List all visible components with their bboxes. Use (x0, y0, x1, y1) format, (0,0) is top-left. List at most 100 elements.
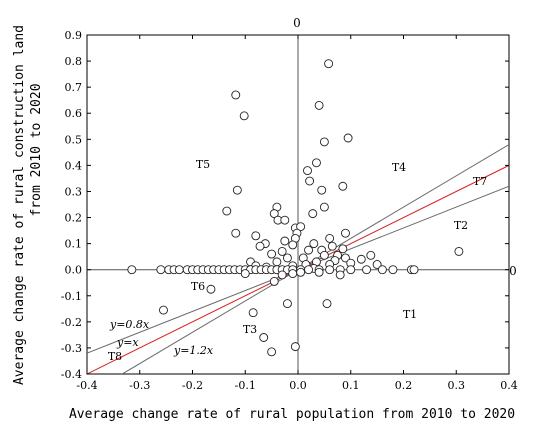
data-point (269, 209, 279, 219)
data-point (206, 284, 216, 294)
region-label-t6: T6 (191, 280, 205, 293)
data-point (159, 305, 168, 315)
data-point (322, 299, 332, 309)
x-tick-label: 0.3 (448, 379, 466, 392)
data-point (325, 265, 335, 275)
region-label-t5: T5 (196, 158, 210, 171)
y-tick-label: 0.8 (65, 55, 83, 68)
data-point (304, 245, 313, 255)
data-point (362, 265, 372, 275)
data-point (283, 299, 292, 309)
data-point (338, 181, 348, 191)
y-tick-label: -0.4 (61, 368, 82, 381)
data-point (267, 347, 277, 357)
data-point (174, 265, 184, 275)
x-tick-label: -0.4 (76, 379, 97, 392)
data-point (335, 270, 345, 280)
data-point (272, 257, 282, 267)
data-point (296, 222, 306, 232)
region-label-t2: T2 (454, 219, 468, 232)
right-zero-label: 0 (509, 264, 517, 278)
x-axis-title: Average change rate of rural population … (69, 407, 515, 422)
data-point (314, 267, 324, 277)
data-point (341, 228, 350, 238)
data-point (290, 342, 300, 352)
y-tick-label: -0.3 (61, 342, 82, 355)
line-labels: y=0.8x y=x y=1.2x (109, 318, 214, 357)
y-tick-label: -0.1 (61, 290, 82, 303)
x-tick-label: 0.2 (395, 379, 413, 392)
data-point (309, 239, 319, 249)
x-tick-label: -0.2 (182, 379, 203, 392)
data-point (240, 269, 250, 279)
data-point (277, 270, 287, 280)
data-point (314, 100, 324, 110)
data-point (372, 260, 382, 269)
line-label-y1: y=x (116, 336, 139, 349)
data-point (324, 59, 334, 69)
x-tick-label: 0.0 (289, 379, 307, 392)
data-point (343, 133, 353, 143)
data-point (366, 250, 376, 260)
data-point (269, 276, 279, 286)
data-point (231, 228, 241, 238)
y-tick-label: 0.4 (65, 159, 83, 172)
line-label-y08: y=0.8x (109, 318, 150, 331)
data-point (280, 236, 290, 246)
y-tick-label: 0.1 (65, 238, 83, 251)
data-point (231, 90, 241, 100)
y-tick-label: 0.6 (65, 107, 83, 120)
data-point (239, 111, 249, 121)
y-tick-label: 0.7 (65, 81, 83, 94)
data-point (317, 185, 327, 195)
x-tick-label: 0.1 (342, 379, 360, 392)
data-point (251, 231, 261, 241)
data-point (327, 241, 337, 251)
x-tick-label: -0.1 (235, 379, 256, 392)
data-points (127, 59, 464, 357)
data-point (338, 244, 348, 254)
y-tick-label: 0.0 (65, 264, 83, 277)
data-point (296, 267, 306, 277)
region-label-t3: T3 (243, 323, 257, 336)
data-point (156, 265, 166, 275)
y-axis-title-line-2: from 2010 to 2020 (29, 83, 44, 216)
axis-ticks: -0.4 -0.3 -0.2 -0.1 0.0 0.1 0.2 0.3 0.4 -0.4 -0.3 -… (61, 29, 518, 392)
quadrant-axes (87, 35, 509, 374)
data-point (259, 333, 269, 342)
y-tick-label: 0.2 (65, 212, 83, 225)
data-point (277, 246, 287, 256)
x-tick-label: -0.3 (129, 379, 150, 392)
data-point (377, 265, 387, 275)
x-tick-label: 0.4 (500, 379, 518, 392)
data-point (409, 265, 419, 275)
top-zero-label: 0 (293, 16, 301, 30)
data-point (288, 240, 298, 250)
y-tick-label: 0.9 (65, 29, 83, 42)
region-label-t4: T4 (392, 161, 406, 174)
data-point (319, 250, 329, 260)
region-label-t7: T7 (473, 175, 487, 188)
region-label-t1: T1 (403, 308, 417, 321)
data-point (232, 185, 242, 195)
line-label-y12: y=1.2x (173, 344, 214, 357)
data-point (127, 265, 137, 275)
y-tick-label: 0.5 (65, 133, 83, 146)
data-point (308, 209, 318, 219)
data-point (305, 176, 315, 186)
region-label-t8: T8 (108, 350, 122, 363)
data-point (312, 158, 321, 168)
data-point (283, 253, 292, 263)
region-labels: T1 T2 T3 T4 T5 T6 T7 T8 (108, 158, 487, 363)
data-point (346, 265, 356, 275)
data-point (280, 215, 290, 225)
data-point (319, 202, 329, 212)
data-point (304, 265, 313, 275)
data-point (454, 246, 464, 256)
data-point (222, 206, 232, 216)
y-tick-label: -0.2 (61, 316, 82, 329)
data-point (255, 241, 265, 251)
data-point (248, 308, 258, 318)
data-point (325, 233, 335, 243)
